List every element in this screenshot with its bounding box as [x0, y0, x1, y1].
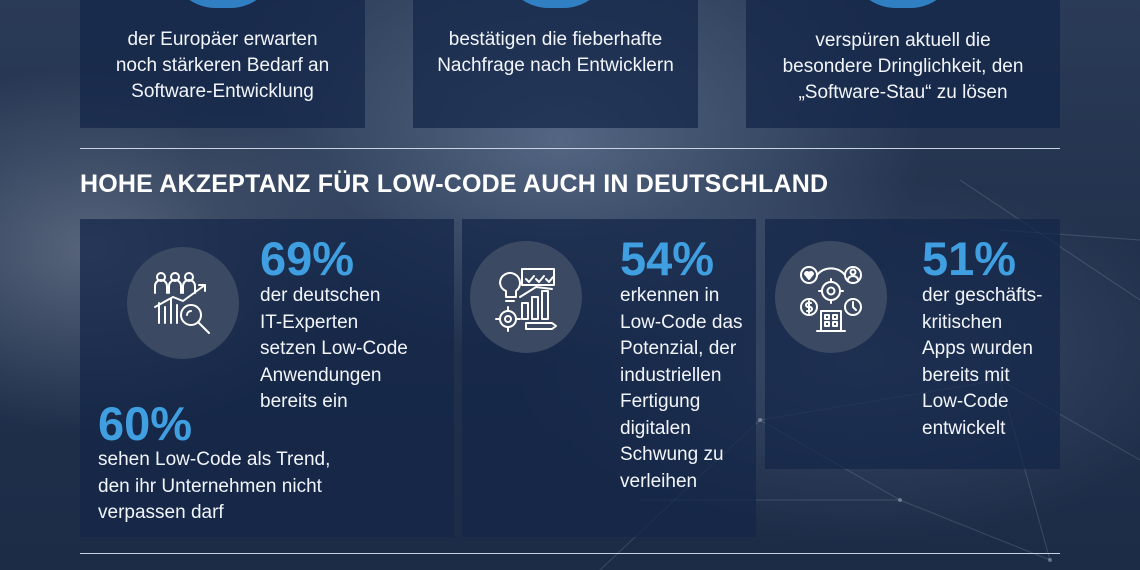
stat-description: sehen Low-Code als Trend, den ihr Untern… [98, 449, 331, 523]
stat-circle [848, 0, 958, 8]
experts-analysis-icon [127, 247, 239, 359]
stat-value: 69% [260, 232, 355, 285]
stat-description: der geschäfts- kritischen Apps wurden be… [922, 285, 1043, 439]
section-heading: HOHE AKZEPTANZ FÜR LOW-CODE AUCH IN DEUT… [80, 170, 829, 198]
business-network-icon [775, 241, 887, 353]
stat-value: 60% [98, 397, 193, 450]
stat-panel-apps: 51% der geschäfts- kritischen Apps wurde… [765, 219, 1060, 469]
stat-card-text: bestätigen die fieberhafte Nachfrage nac… [437, 29, 674, 76]
stat-card-text: der Europäer erwarten noch stärkeren Bed… [115, 29, 330, 102]
stat-panel-experts: 69% der deutschen IT-Experten setzen Low… [80, 219, 454, 537]
innovation-chart-icon [470, 241, 582, 353]
stat-value: 51% [922, 232, 1017, 285]
divider [80, 148, 1060, 149]
stat-description: erkennen in Low-Code das Potenzial, der … [620, 285, 743, 492]
stat-description: der deutschen IT-Experten setzen Low-Cod… [260, 285, 408, 412]
stat-card-top-3: verspüren aktuell die besondere Dringlic… [746, 0, 1060, 128]
divider [80, 553, 1060, 554]
stat-value: 54% [620, 232, 715, 285]
stat-card-top-1: der Europäer erwarten noch stärkeren Bed… [80, 0, 365, 128]
stat-circle [500, 0, 611, 8]
stat-card-text: verspüren aktuell die besondere Dringlic… [782, 30, 1024, 103]
stat-panel-industry: 54% erkennen in Low-Code das Potenzial, … [462, 219, 756, 537]
stat-circle [167, 0, 278, 8]
stat-card-top-2: bestätigen die fieberhafte Nachfrage nac… [413, 0, 698, 128]
